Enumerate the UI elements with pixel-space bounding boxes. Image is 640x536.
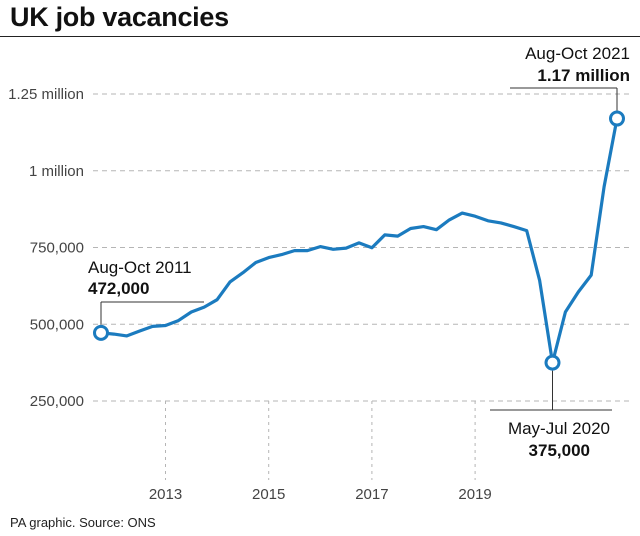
title-divider — [0, 36, 640, 37]
annotation-value-aug-oct-2011: 472,000 — [88, 279, 149, 298]
annotation-marker-2 — [609, 110, 625, 127]
annotation-label-aug-oct-2011: Aug-Oct 2011 — [88, 258, 192, 277]
gridlines — [93, 93, 632, 480]
x-tick-label: 2015 — [252, 486, 285, 503]
y-tick-label: 1 million — [29, 163, 84, 180]
y-tick-label: 500,000 — [30, 316, 84, 333]
chart-title: UK job vacancies — [10, 2, 229, 32]
annotation-marker-1 — [544, 354, 561, 371]
annotation-markers — [93, 110, 625, 371]
y-tick-label: 1.25 million — [8, 86, 84, 103]
annotation-marker-0 — [93, 324, 109, 341]
x-tick-label: 2013 — [149, 486, 182, 503]
annotation-leaders — [100, 87, 618, 411]
x-tick-label: 2019 — [458, 486, 491, 503]
y-tick-label: 750,000 — [30, 240, 84, 257]
series-line-vacancies — [99, 116, 619, 365]
y-tick-label: 250,000 — [30, 393, 84, 410]
x-axis-ticks: 2013 2015 2017 2019 — [149, 486, 492, 503]
source-footer: PA graphic. Source: ONS — [10, 515, 156, 530]
x-tick-label: 2017 — [355, 486, 388, 503]
y-axis-ticks: 250,000 500,000 750,000 1 million 1.25 milli… — [8, 86, 84, 410]
annotation-label-aug-oct-2021: Aug-Oct 2021 — [525, 44, 630, 63]
annotation-value-aug-oct-2021: 1.17 million — [537, 66, 630, 85]
annotation-value-may-jul-2020: 375,000 — [529, 441, 590, 460]
series — [99, 116, 619, 365]
annotation-label-may-jul-2020: May-Jul 2020 — [508, 419, 610, 438]
